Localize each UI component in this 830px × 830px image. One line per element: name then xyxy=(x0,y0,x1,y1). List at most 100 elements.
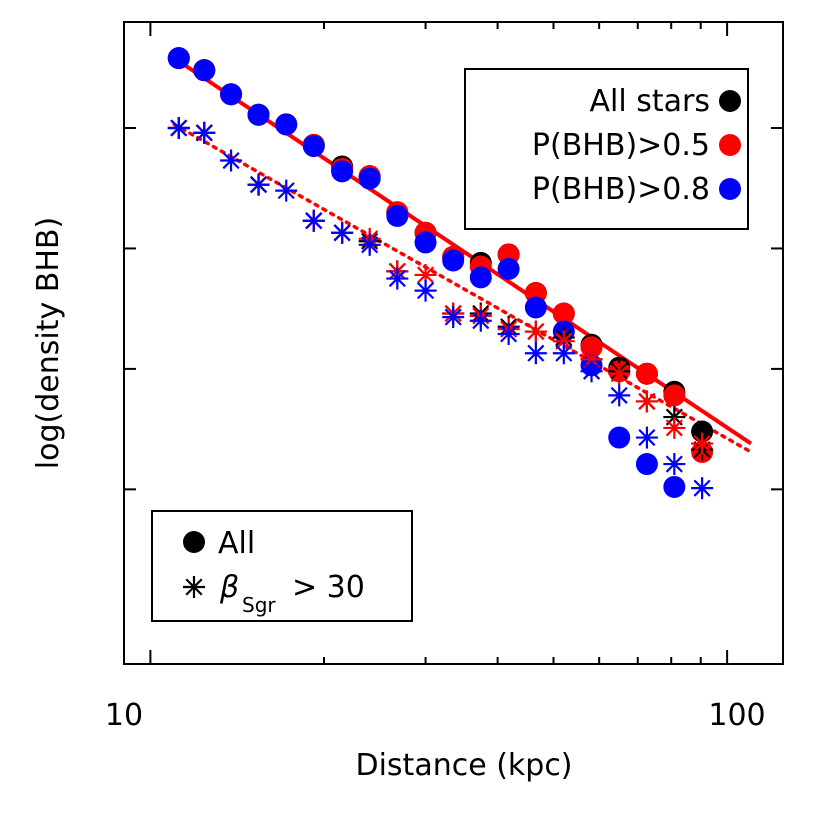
asterisk-stroke xyxy=(527,323,545,341)
point-p-bhb-0-8-2 xyxy=(220,83,243,106)
asterisk-p-bhb-0-5-sgr-30-15 xyxy=(635,390,658,413)
point-p-bhb-0-8-16 xyxy=(608,426,631,449)
legend-marker-all xyxy=(183,531,205,553)
point-p-bhb-0-8-9 xyxy=(414,231,437,254)
y-axis-label: log(density BHB) xyxy=(31,217,66,469)
point-p-bhb-0-8-7 xyxy=(358,167,381,190)
asterisk-stroke xyxy=(222,151,240,170)
asterisk-stroke xyxy=(195,124,213,142)
legend-asterisk-glyph xyxy=(183,576,205,598)
point-p-bhb-0-8-13 xyxy=(524,296,547,319)
x-axis-label: Distance (kpc) xyxy=(355,748,572,783)
axis-ticks xyxy=(124,22,783,664)
asterisk-stroke xyxy=(555,344,573,362)
asterisk-stroke xyxy=(500,325,518,343)
legend-label-beta-rest: > 30 xyxy=(292,570,365,605)
asterisk-stroke xyxy=(638,392,656,410)
point-p-bhb-0-8-1 xyxy=(193,59,216,82)
point-p-bhb-0-8-6 xyxy=(331,160,354,183)
asterisk-p-bhb-0-8-sgr-30-2 xyxy=(220,149,243,172)
asterisk-p-bhb-0-8-sgr-30-7 xyxy=(358,233,381,256)
asterisk-p-bhb-0-8-sgr-30-3 xyxy=(247,173,270,196)
point-p-bhb-0-5-17 xyxy=(635,362,658,385)
legend-marker-p08 xyxy=(719,178,741,200)
asterisk-p-bhb-0-8-sgr-30-18 xyxy=(663,453,686,476)
legend-label-all-stars: All stars xyxy=(590,84,710,119)
asterisk-stroke xyxy=(305,212,323,230)
asterisk-p-bhb-0-8-sgr-30-0 xyxy=(167,116,190,139)
point-p-bhb-0-8-4 xyxy=(275,113,298,136)
fit-beta-line xyxy=(172,122,753,454)
asterisk-stroke xyxy=(555,332,573,350)
legend-label-beta: β xyxy=(219,570,239,605)
x-tick-label-10: 10 xyxy=(105,698,143,733)
asterisk-stroke xyxy=(416,282,435,300)
point-p-bhb-0-8-17 xyxy=(635,453,658,476)
point-p-bhb-0-5-18 xyxy=(663,384,686,407)
asterisk-p-bhb-0-8-sgr-30-17 xyxy=(635,426,658,449)
legend-label-p08: P(BHB)>0.8 xyxy=(532,172,710,207)
asterisk-p-bhb-0-8-sgr-30-8 xyxy=(386,267,409,290)
point-p-bhb-0-8-3 xyxy=(247,103,270,126)
asterisk-p-bhb-0-8-sgr-30-11 xyxy=(469,309,492,332)
asterisk-p-bhb-0-5-sgr-30-14 xyxy=(608,362,631,385)
asterisk-stroke xyxy=(693,435,711,453)
legend-label-beta-sub: Sgr xyxy=(242,593,276,617)
legend-label-p05: P(BHB)>0.5 xyxy=(532,128,710,163)
asterisk-stroke xyxy=(249,176,268,194)
asterisk-stroke xyxy=(610,365,628,383)
asterisk-p-bhb-0-8-sgr-30-14 xyxy=(552,342,575,365)
point-p-bhb-0-8-11 xyxy=(469,266,492,289)
asterisk-p-bhb-0-8-sgr-30-6 xyxy=(331,221,354,244)
asterisk-p-bhb-0-8-sgr-30-12 xyxy=(497,322,520,345)
asterisk-p-bhb-0-8-sgr-30-15 xyxy=(580,360,603,383)
asterisk-p-bhb-0-8-sgr-30-16 xyxy=(608,384,631,407)
legend-top-right-box xyxy=(464,68,749,230)
asterisk-stroke xyxy=(185,578,203,596)
asterisk-stroke xyxy=(665,455,683,473)
asterisk-stroke xyxy=(333,224,351,242)
asterisk-stroke xyxy=(610,386,628,404)
asterisk-p-bhb-0-8-sgr-30-10 xyxy=(442,306,465,329)
asterisk-p-bhb-0-5-sgr-30-16 xyxy=(663,416,686,439)
asterisk-stroke xyxy=(444,308,462,326)
asterisk-stroke xyxy=(665,419,683,437)
legend-bottom-left-box xyxy=(151,510,413,622)
point-p-bhb-0-8-18 xyxy=(663,475,686,498)
point-p-bhb-0-8-12 xyxy=(497,257,520,280)
point-p-bhb-0-8-0 xyxy=(167,47,190,70)
legend-bottom-left: All β Sgr > 30 xyxy=(151,510,413,622)
asterisk-p-bhb-0-8-sgr-30-19 xyxy=(691,477,714,500)
asterisk-p-bhb-0-5-sgr-30-17 xyxy=(691,432,714,455)
asterisk-p-bhb-0-5-sgr-30-13 xyxy=(580,348,603,371)
x-tick-label-100: 100 xyxy=(708,698,765,733)
legend-marker-all-stars xyxy=(719,90,741,112)
asterisk-p-bhb-0-8-sgr-30-5 xyxy=(302,209,325,232)
legend-marker-p05 xyxy=(719,134,741,156)
point-p-bhb-0-8-5 xyxy=(302,135,325,158)
asterisk-stroke xyxy=(472,312,490,330)
point-p-bhb-0-5-14 xyxy=(552,302,575,325)
legend-top-right: All stars P(BHB)>0.5 P(BHB)>0.8 xyxy=(464,68,749,230)
plot-frame xyxy=(123,21,784,665)
legend-marker-beta-asterisk xyxy=(183,576,205,598)
asterisk-p-bhb-0-8-sgr-30-4 xyxy=(275,179,298,202)
asterisk-stroke xyxy=(361,236,379,254)
asterisk-stroke xyxy=(277,182,295,200)
asterisk-stroke xyxy=(693,479,711,497)
asterisk-stroke xyxy=(527,344,545,362)
asterisk-stroke xyxy=(638,428,656,447)
legend-label-all: All xyxy=(218,526,255,561)
asterisk-p-bhb-0-8-sgr-30-13 xyxy=(524,342,547,365)
asterisk-stroke xyxy=(416,266,435,284)
asterisk-stroke xyxy=(388,270,406,288)
data-markers xyxy=(167,47,714,500)
point-p-bhb-0-8-10 xyxy=(442,249,465,272)
asterisk-stroke xyxy=(582,350,601,368)
asterisk-stroke xyxy=(170,119,188,137)
asterisk-p-bhb-0-8-sgr-30-1 xyxy=(193,121,216,144)
point-p-bhb-0-8-8 xyxy=(386,204,409,227)
asterisk-p-bhb-0-5-sgr-30-11 xyxy=(524,320,547,343)
asterisk-p-bhb-0-5-sgr-30-7 xyxy=(414,263,437,286)
